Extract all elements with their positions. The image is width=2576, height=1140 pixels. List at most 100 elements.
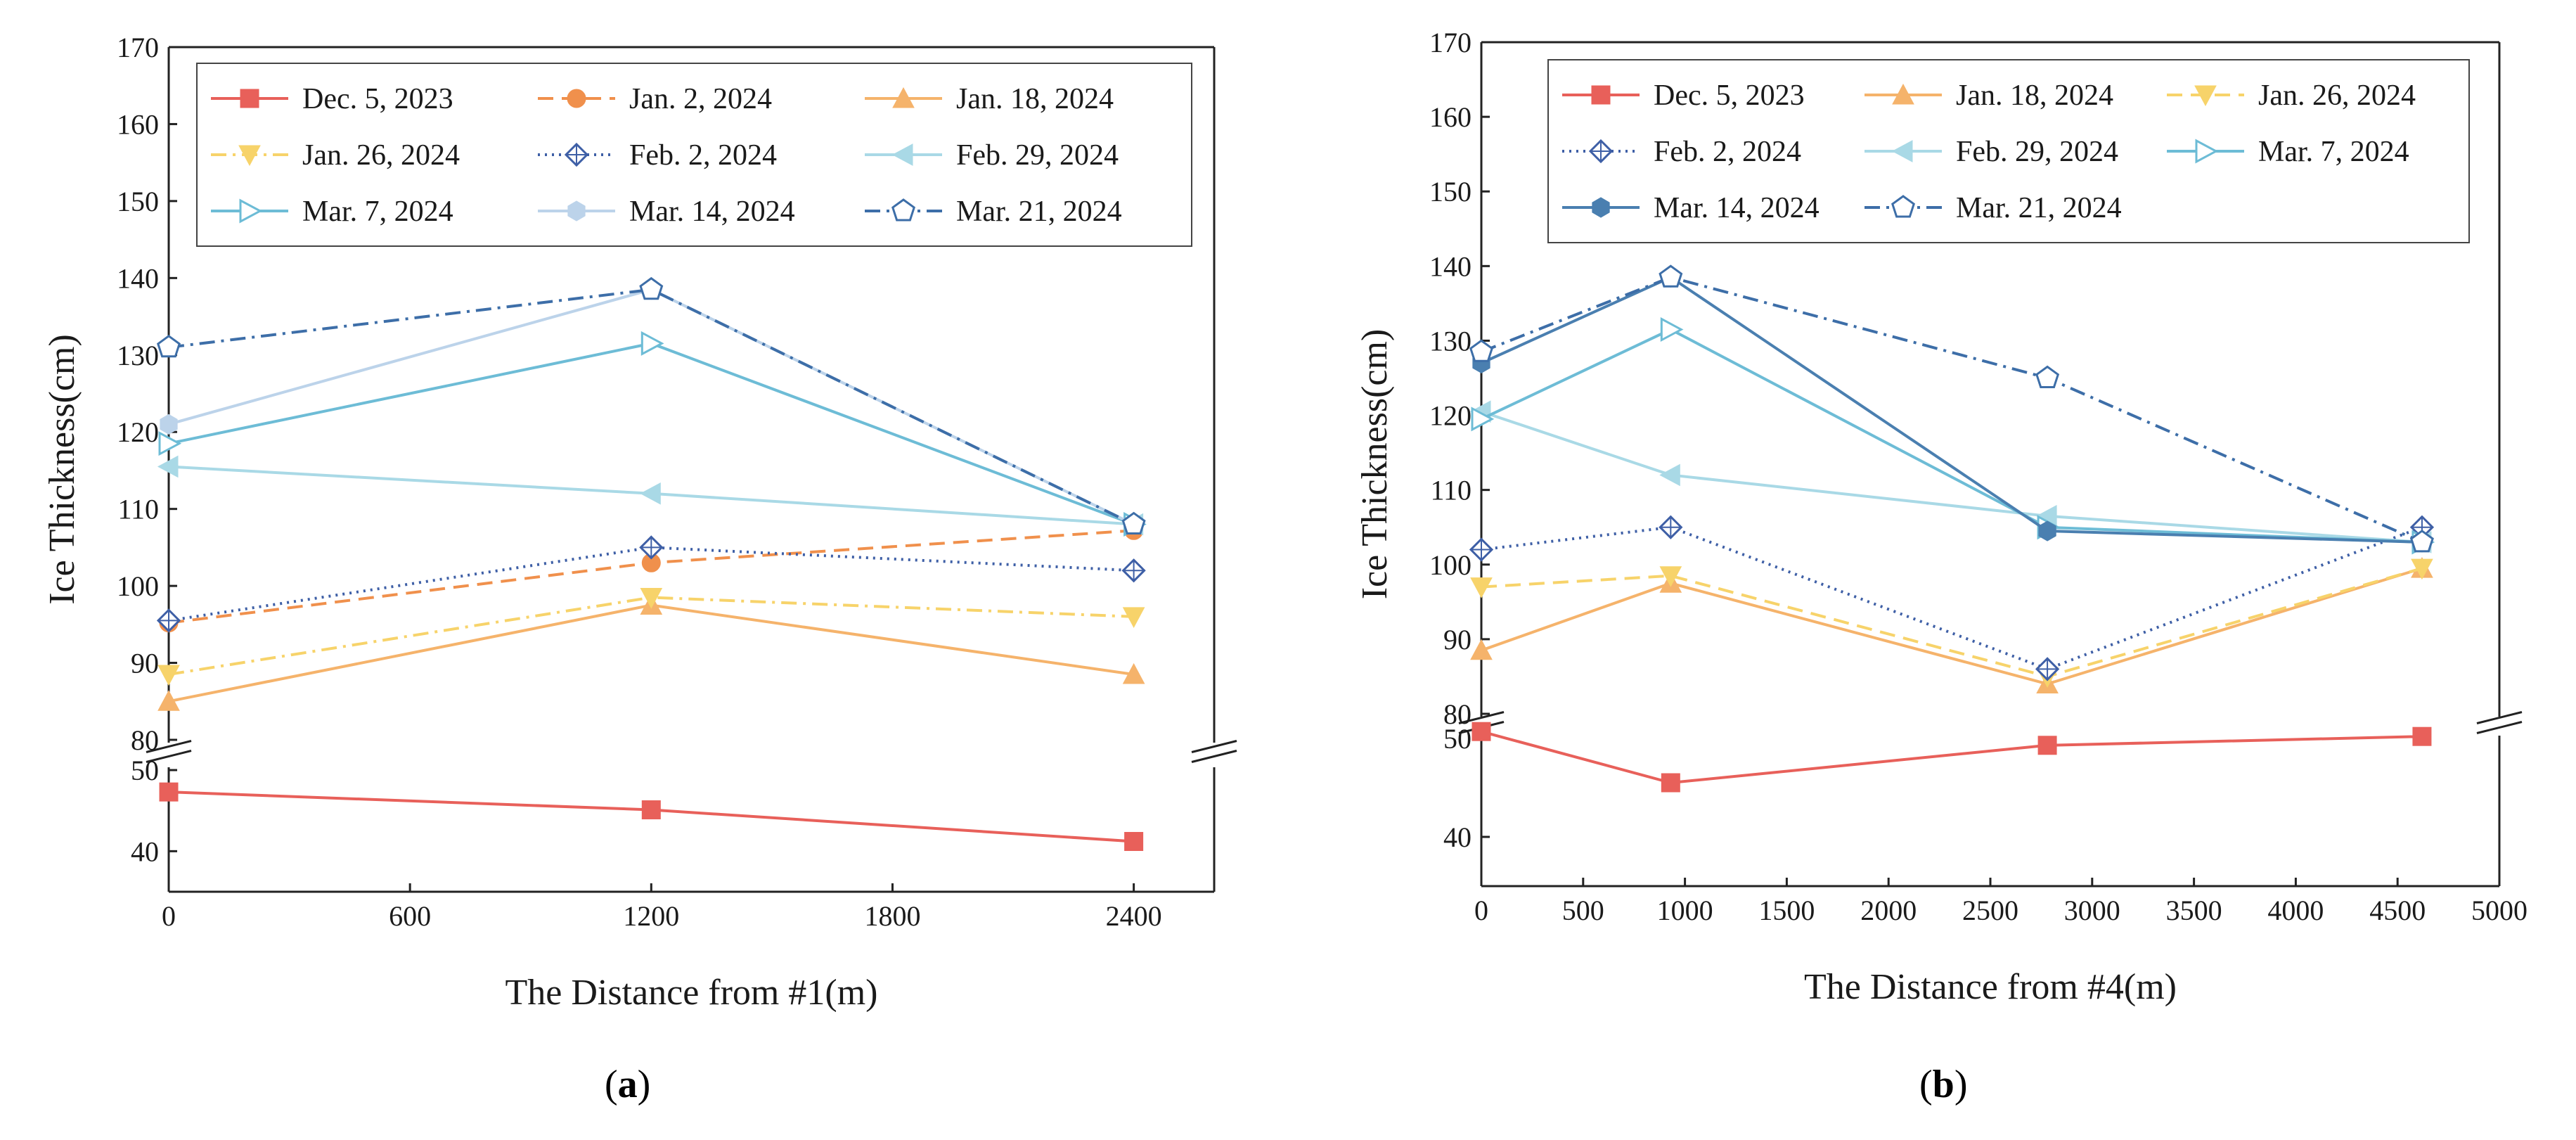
data-point: [1660, 317, 1684, 342]
series-mar-21-2024: [157, 276, 1146, 534]
panel-label-a-text: a: [617, 1063, 638, 1106]
x-tick-label: 4500: [2369, 895, 2426, 926]
x-axis-label: The Distance from #1(m): [505, 973, 878, 1013]
y-tick-label: 170: [117, 32, 159, 63]
x-tick-label: 3500: [2166, 895, 2222, 926]
data-point: [2411, 558, 2433, 580]
legend-label: Feb. 29, 2024: [956, 139, 1119, 172]
y-tick-label: 90: [131, 648, 159, 679]
legend-label: Jan. 18, 2024: [1956, 79, 2113, 112]
legend-label: Dec. 5, 2023: [302, 83, 453, 115]
legend-marker: [239, 198, 263, 224]
x-tick-label: 500: [1562, 895, 1604, 926]
y-ticks: 80 90 100 110 120 130 140 150 160 170 40 50: [1429, 27, 1490, 853]
legend-label: Feb. 2, 2024: [629, 139, 777, 172]
x-tick-label: 1800: [864, 900, 920, 932]
series-feb-2-2024: [156, 535, 1146, 633]
y-tick-label: 50: [1443, 723, 1471, 755]
data-point: [1470, 577, 1493, 598]
x-tick-label: 1500: [1758, 895, 1815, 926]
x-axis-label: The Distance from #4(m): [1804, 967, 2177, 1007]
x-tick-label: 2500: [1962, 895, 2018, 926]
data-point: [1659, 463, 1680, 487]
y-axis-label: Ice Thickness(cm): [1355, 329, 1395, 600]
legend-label: Mar. 14, 2024: [1654, 192, 1820, 224]
legend-marker: [2195, 139, 2219, 164]
x-tick-label: 5000: [2471, 895, 2527, 926]
y-tick-label: 50: [131, 755, 159, 786]
y-tick-label: 90: [1443, 624, 1471, 655]
panel-label-b-text: b: [1932, 1063, 1954, 1106]
data-point: [157, 690, 180, 711]
x-tick-label: 0: [1474, 895, 1488, 926]
data-point: [1659, 264, 1683, 288]
x-tick-label: 2000: [1860, 895, 1917, 926]
data-point: [639, 276, 664, 300]
panel-label-b: (b): [1919, 1063, 1968, 1106]
legend-marker: [1891, 140, 1913, 162]
legend-box: [1547, 59, 2470, 243]
legend-label: Mar. 21, 2024: [1956, 192, 2122, 224]
x-tick-label: 0: [162, 900, 176, 932]
y-tick-label: 120: [117, 416, 159, 448]
data-point: [640, 331, 664, 356]
legend: Dec. 5, 2023 Jan. 18, 2024 Jan. 26, 2024 Fe…: [1547, 59, 2470, 243]
data-point: [1470, 639, 1493, 660]
x-ticks: 0 500 1000 1500 2000 2500 3000 3500 4000 4500 5000: [1474, 878, 2527, 926]
data-point: [641, 800, 661, 820]
series-line: [1481, 567, 2423, 679]
axis-break-mark: [146, 740, 192, 753]
legend-label: Dec. 5, 2023: [1654, 79, 1805, 112]
data-point: [2412, 726, 2432, 746]
data-point: [157, 665, 180, 686]
legend-label: Mar. 7, 2024: [2258, 136, 2409, 168]
series-jan-26-2024: [1470, 558, 2433, 689]
y-tick-label: 100: [117, 570, 159, 602]
y-tick-label: 160: [1429, 101, 1471, 133]
data-point: [640, 588, 663, 609]
legend-marker: [892, 87, 915, 108]
y-tick-label: 100: [1429, 549, 1471, 581]
legend-label: Feb. 2, 2024: [1654, 136, 1801, 168]
legend-marker: [891, 198, 915, 222]
y-tick-label: 40: [131, 835, 159, 867]
y-tick-label: 140: [1429, 250, 1471, 282]
y-ticks: 80 90 100 110 120 130 140 150 160 170 40 50: [117, 32, 177, 867]
data-point: [158, 431, 182, 456]
series-dec-5-2023: [1471, 722, 2432, 793]
x-tick-label: 4000: [2267, 895, 2324, 926]
data-point: [1122, 607, 1145, 628]
legend-label: Jan. 2, 2024: [629, 83, 772, 115]
series-line: [1481, 525, 2423, 671]
series-mar-7-2024: [158, 331, 1147, 537]
y-tick-label: 80: [1443, 698, 1471, 730]
series-line: [1481, 567, 2423, 686]
data-point: [1471, 406, 1495, 432]
data-point: [1661, 773, 1680, 793]
plot-frame: [146, 46, 1237, 893]
data-point: [2037, 736, 2057, 755]
series-line: [1481, 328, 2423, 544]
x-tick-label: 600: [389, 900, 431, 932]
legend-marker: [567, 200, 586, 222]
series-line: [168, 603, 1134, 703]
legend-marker: [1892, 83, 1914, 105]
y-tick-label: 170: [1429, 27, 1471, 58]
legend: Dec. 5, 2023 Jan. 2, 2024 Jan. 18, 2024 Jan…: [196, 63, 1192, 247]
series-line: [1481, 275, 2423, 544]
y-tick-label: 110: [1430, 475, 1471, 506]
axis-break-mark: [1458, 711, 1505, 724]
legend-marker: [1891, 195, 1915, 218]
axis-break-mark: [146, 750, 192, 763]
x-tick-label: 1000: [1657, 895, 1713, 926]
y-tick-label: 150: [117, 186, 159, 217]
data-point: [157, 334, 181, 358]
series-line: [1481, 276, 2423, 544]
legend-marker: [238, 145, 261, 167]
legend-label: Mar. 14, 2024: [629, 196, 795, 228]
legend-label: Jan. 26, 2024: [2258, 79, 2416, 112]
series-mar-14-2024: [1472, 267, 2431, 553]
legend-marker: [1592, 197, 1610, 218]
x-tick-label: 2400: [1106, 900, 1162, 932]
